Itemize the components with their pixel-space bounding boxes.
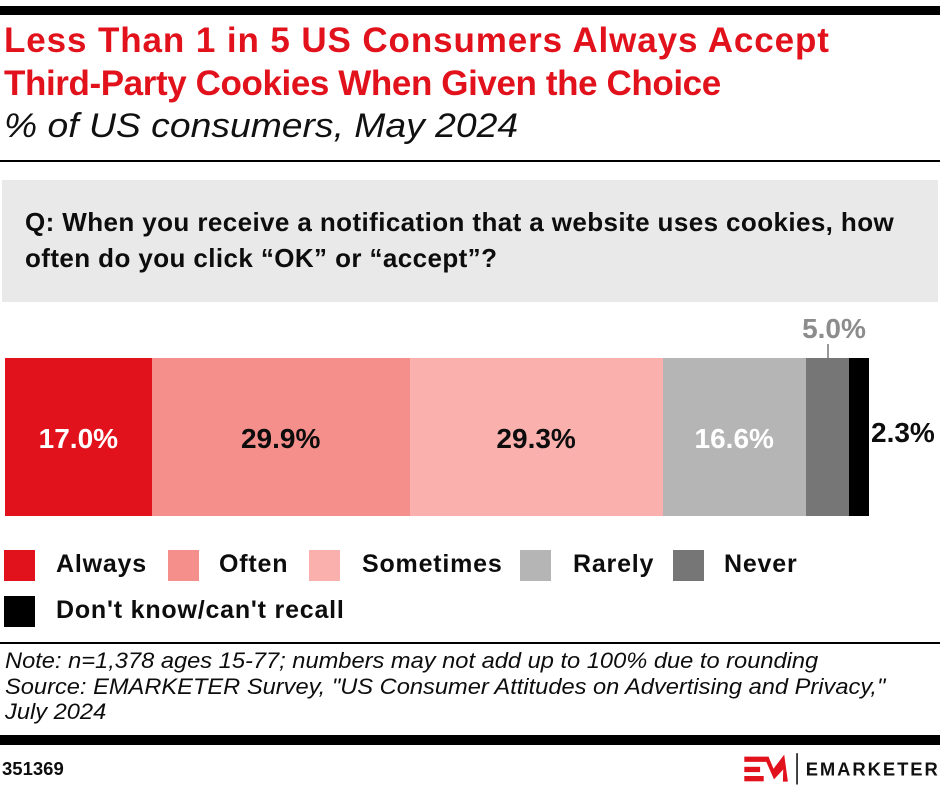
svg-text:EMARKETER: EMARKETER bbox=[806, 759, 940, 780]
